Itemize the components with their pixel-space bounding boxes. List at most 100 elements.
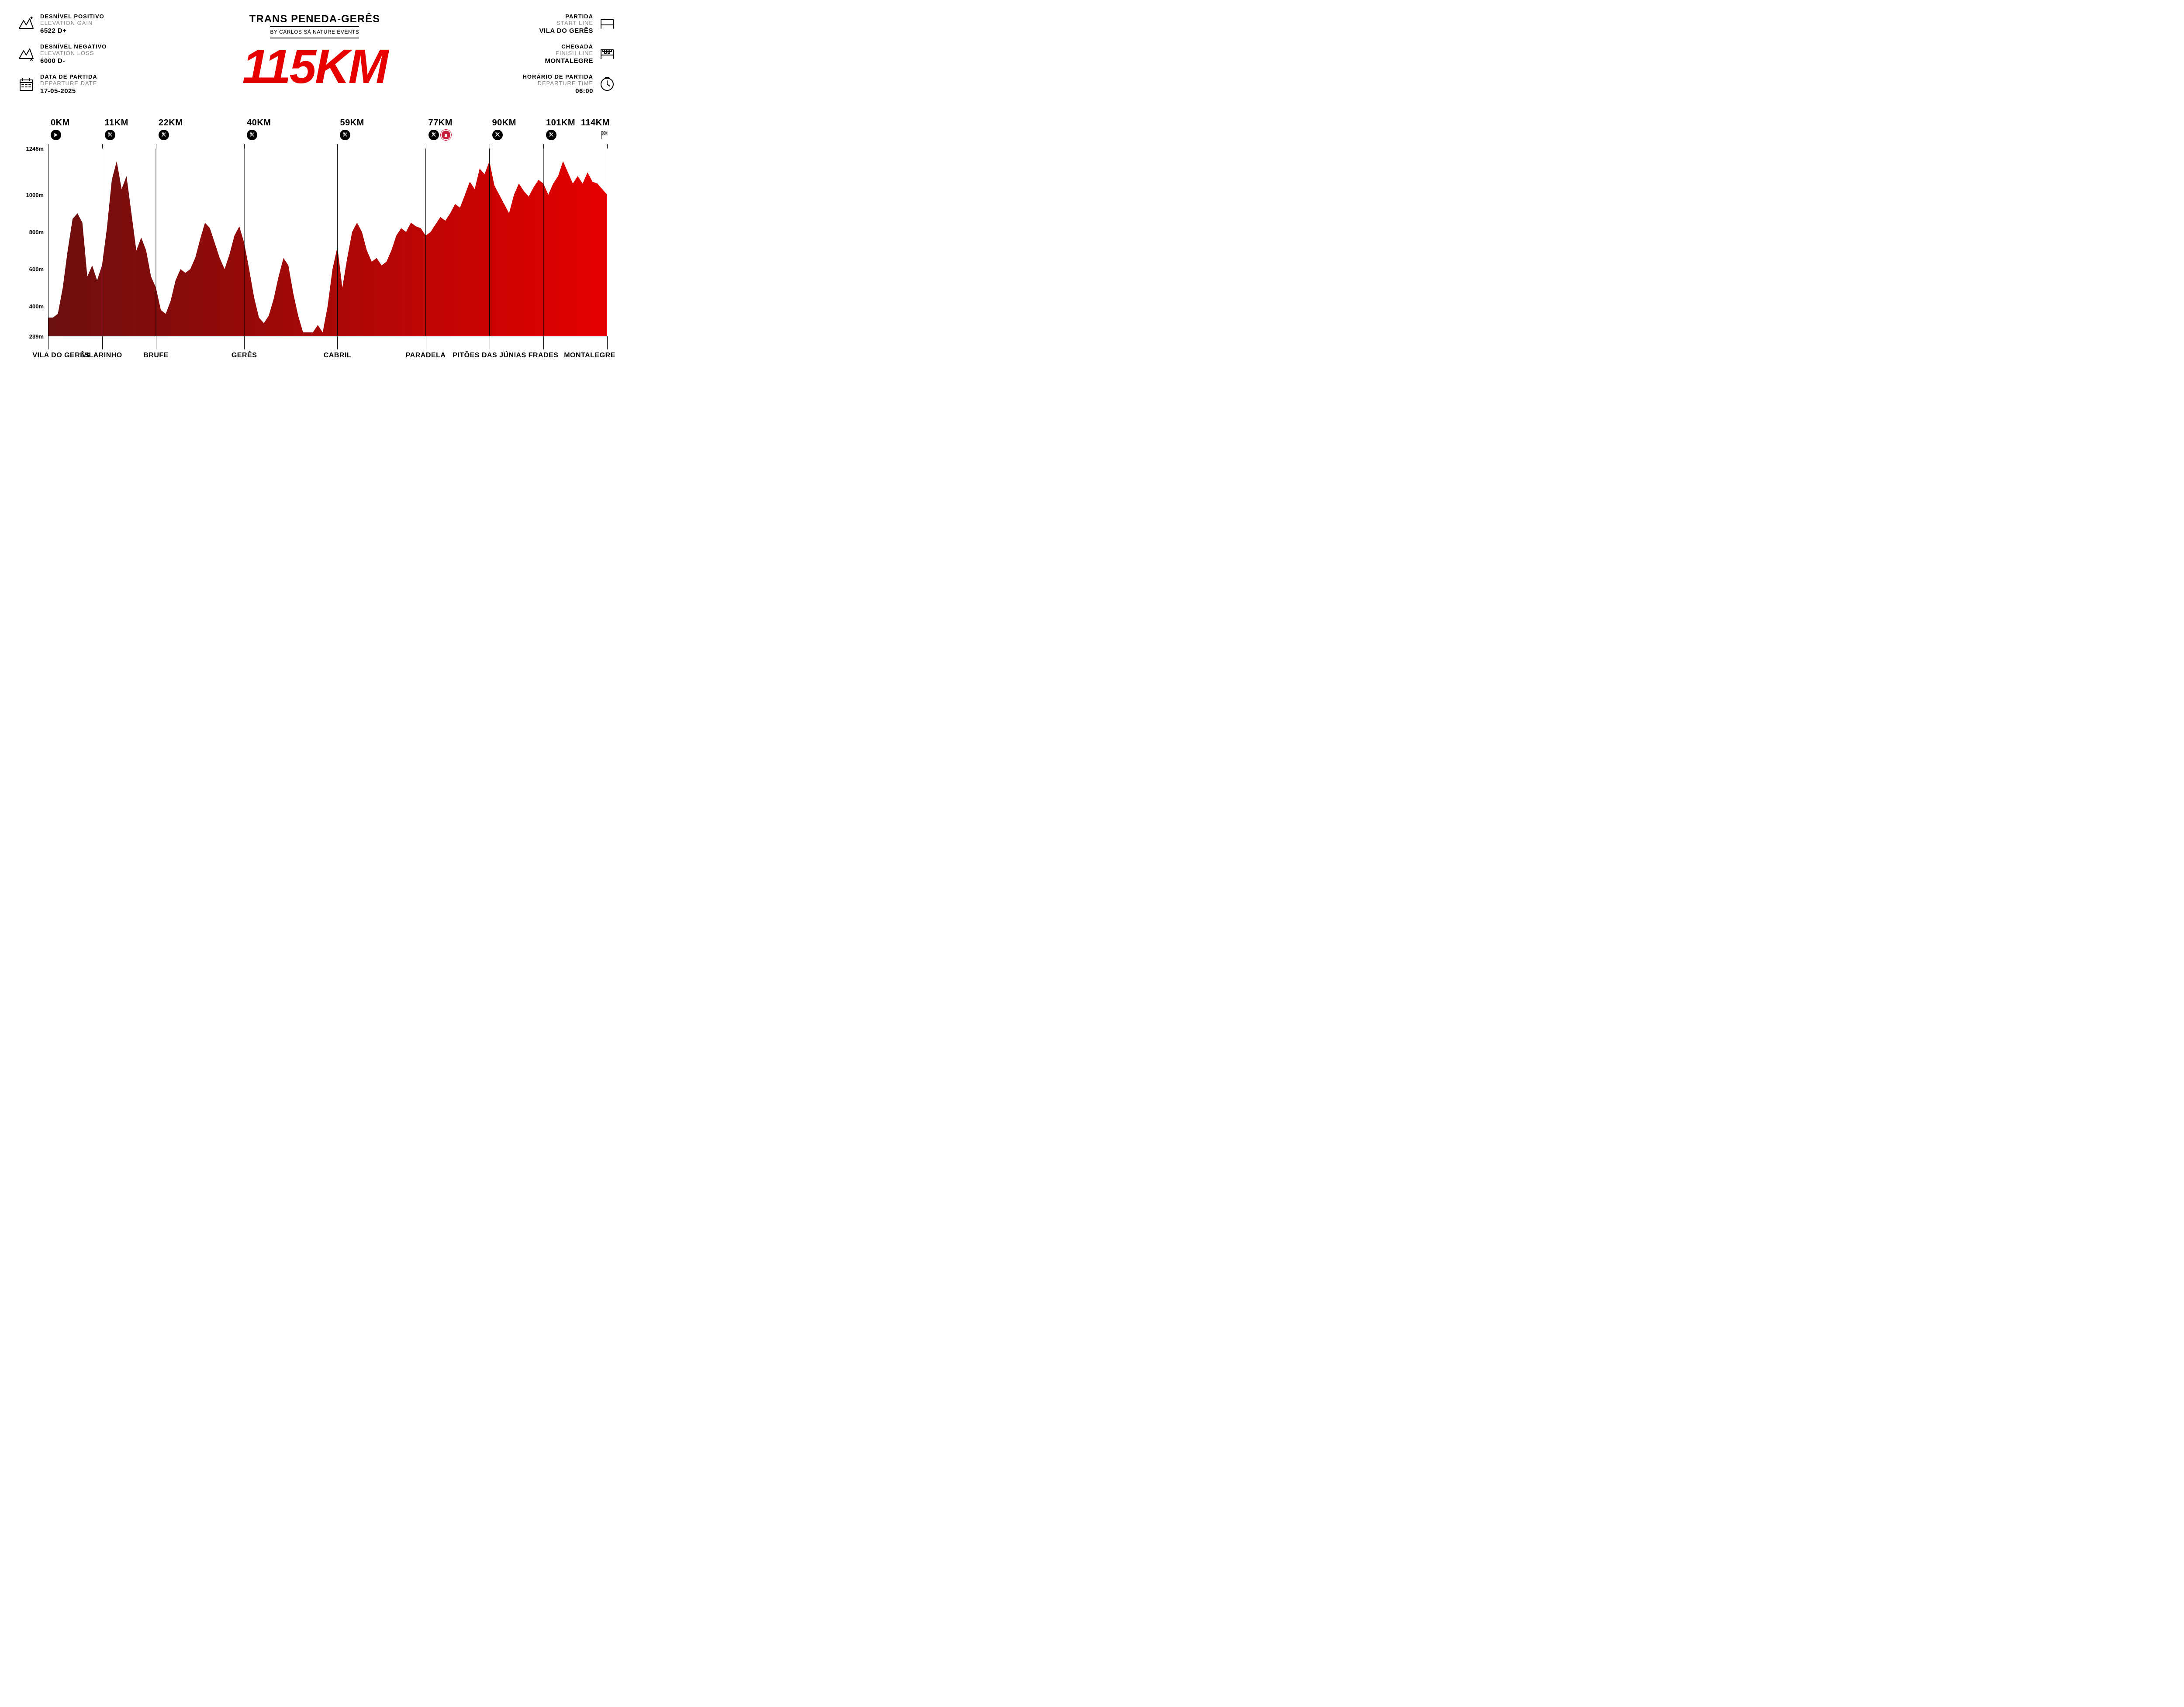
tick [543, 336, 544, 349]
checkpoint-km: 40KM [247, 118, 271, 128]
checkpoint-km: 114KM [581, 118, 610, 128]
y-axis-label: 1000m [17, 192, 44, 198]
info-label-pt: Horário de Partida [523, 73, 593, 80]
checkpoint-km: 59KM [340, 118, 364, 128]
header: Desnível Positivo Elevation Gain 6522 D+… [17, 13, 616, 114]
checkpoint: 22KM [159, 118, 183, 140]
checkpoint-icons [429, 130, 453, 140]
checkpoint: 77KM [429, 118, 453, 140]
checkpoint-km: 90KM [492, 118, 516, 128]
tick [337, 144, 338, 149]
left-info-column: Desnível Positivo Elevation Gain 6522 D+… [17, 13, 107, 95]
info-label-en: Elevation Gain [40, 20, 104, 26]
food-icon [340, 130, 350, 140]
info-text: Data de Partida Departure Date 17-05-202… [40, 73, 97, 95]
clock-icon [598, 76, 616, 93]
info-label-pt: Desnível Positivo [40, 13, 104, 20]
place-label: Gerês [232, 352, 257, 359]
info-row: Desnível Negativo Elevation Loss 6000 D- [17, 43, 107, 65]
right-info-column: Partida Start Line Vila do Gerês Chegada… [523, 13, 616, 95]
checkpoint-icons [247, 130, 271, 140]
info-row: Data de Partida Departure Date 17-05-202… [17, 73, 107, 95]
checkpoint-icons [340, 130, 364, 140]
play-icon [51, 130, 61, 140]
checkpoint-icons [581, 130, 610, 140]
food-icon [546, 130, 556, 140]
food-icon [105, 130, 115, 140]
tick [102, 336, 103, 349]
info-label-en: Departure Time [523, 80, 593, 86]
y-axis-label: 800m [17, 229, 44, 235]
event-subtitle: By Carlos Sá Nature Events [270, 26, 359, 38]
place-label: Pitões das Júnias [453, 352, 526, 359]
info-row: Desnível Positivo Elevation Gain 6522 D+ [17, 13, 107, 35]
y-axis-label: 400m [17, 303, 44, 310]
tick [337, 336, 338, 349]
mountain-up-icon [17, 15, 35, 33]
dropbag-icon [441, 130, 451, 140]
tick [607, 144, 608, 149]
info-row: Horário de Partida Departure Time 06:00 [523, 73, 616, 95]
info-text: Chegada Finish Line Montalegre [545, 43, 593, 65]
place-label: Frades [529, 352, 559, 359]
info-value: Vila do Gerês [539, 27, 593, 35]
info-text: Desnível Positivo Elevation Gain 6522 D+ [40, 13, 104, 35]
checkpoint: 11KM [105, 118, 128, 140]
info-row: Chegada Finish Line Montalegre [523, 43, 616, 65]
start-icon [598, 15, 616, 33]
tick [102, 144, 103, 149]
tick [244, 144, 245, 149]
y-axis-label: 600m [17, 266, 44, 273]
place-label: Montalegre [564, 352, 615, 359]
finish-icon [598, 45, 616, 63]
y-axis-label: 1248m [17, 145, 44, 152]
y-axis-label: 239m [17, 333, 44, 340]
info-label-en: Departure Date [40, 80, 97, 86]
checkpoint-icons [159, 130, 183, 140]
checkpoint: 0KM [51, 118, 70, 140]
info-text: Desnível Negativo Elevation Loss 6000 D- [40, 43, 107, 65]
info-value: 17-05-2025 [40, 87, 97, 95]
checkpoint-icons [51, 130, 70, 140]
place-label: Paradela [406, 352, 446, 359]
tick [244, 336, 245, 349]
checkpoint: 114KM [581, 118, 610, 140]
checkpoint: 101KM [546, 118, 575, 140]
food-icon [247, 130, 257, 140]
elevation-chart: 239m 400m 600m 800m 1000m 1248m 0KM Vila do G… [17, 118, 616, 363]
checkpoint: 59KM [340, 118, 364, 140]
info-label-pt: Chegada [545, 43, 593, 50]
checkpoint-km: 101KM [546, 118, 575, 128]
info-value: Montalegre [545, 57, 593, 65]
place-label: Vila do Gerês [32, 352, 90, 359]
info-label-en: Elevation Loss [40, 50, 107, 56]
checkpoint-km: 77KM [429, 118, 453, 128]
checkpoint: 40KM [247, 118, 271, 140]
info-label-pt: Data de Partida [40, 73, 97, 80]
center-column: Trans Peneda-Gerês By Carlos Sá Nature E… [107, 13, 522, 91]
info-value: 6522 D+ [40, 27, 104, 35]
mountain-down-icon [17, 45, 35, 63]
food-icon [429, 130, 439, 140]
info-row: Partida Start Line Vila do Gerês [523, 13, 616, 35]
info-text: Horário de Partida Departure Time 06:00 [523, 73, 593, 95]
info-text: Partida Start Line Vila do Gerês [539, 13, 593, 35]
event-title: Trans Peneda-Gerês [107, 13, 522, 25]
checkpoint-km: 0KM [51, 118, 70, 128]
checkpoint: 90KM [492, 118, 516, 140]
info-label-pt: Desnível Negativo [40, 43, 107, 50]
checkpoint-icons [492, 130, 516, 140]
place-label: Cabril [324, 352, 351, 359]
food-icon [492, 130, 503, 140]
info-value: 6000 D- [40, 57, 107, 65]
info-value: 06:00 [523, 87, 593, 95]
info-label-en: Start Line [539, 20, 593, 26]
food-icon [159, 130, 169, 140]
checkpoint-icons [546, 130, 575, 140]
info-label-pt: Partida [539, 13, 593, 20]
checkpoint-km: 11KM [105, 118, 128, 128]
place-label: Brufe [143, 352, 169, 359]
tick [543, 144, 544, 149]
flag-icon [599, 130, 610, 140]
main-distance: 115KM [107, 43, 522, 91]
